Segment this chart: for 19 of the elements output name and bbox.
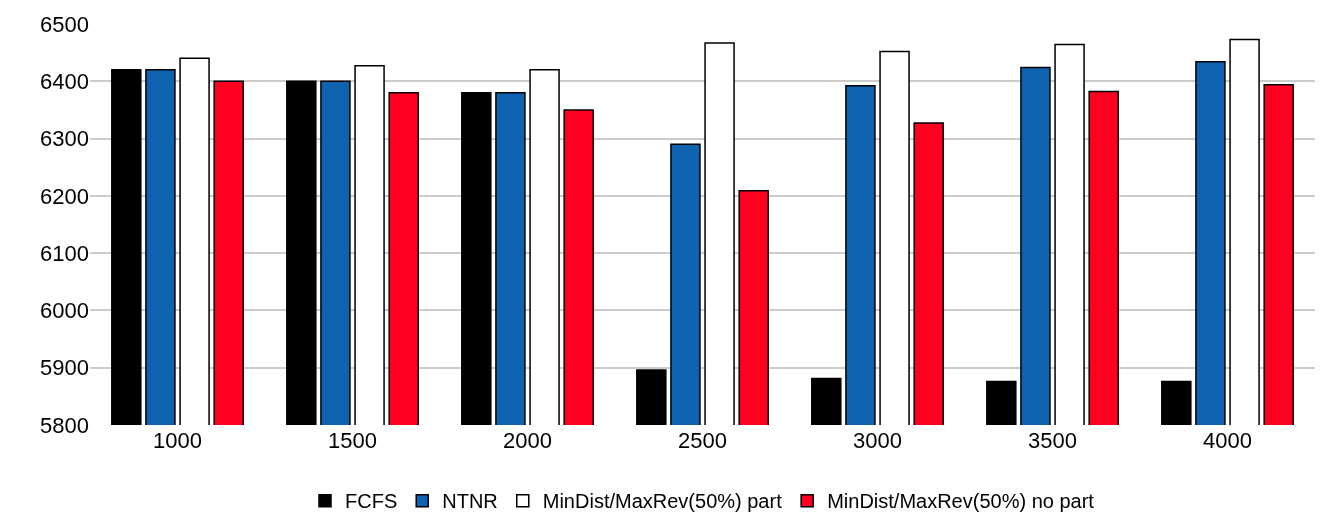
x-tick-label: 4000 (1203, 428, 1252, 453)
legend-label: MinDist/MaxRev(50%) no part (827, 490, 1095, 513)
y-tick-label: 6500 (40, 11, 89, 37)
x-tick-label: 2500 (678, 428, 727, 453)
y-tick-label: 6000 (40, 298, 89, 324)
x-tick-label: 1000 (153, 428, 202, 453)
x-tick-label: 3000 (853, 428, 902, 453)
x-tick-label: 3500 (1028, 428, 1077, 453)
legend-label: MinDist/MaxRev(50%) part (542, 490, 783, 513)
y-tick-label: 6300 (40, 126, 89, 152)
legend-label: NTNR (442, 490, 498, 513)
x-tick-label: 2000 (503, 428, 552, 453)
y-tick-label: 6100 (40, 240, 89, 266)
y-tick-label: 5900 (40, 355, 89, 381)
y-tick-label: 6400 (40, 68, 89, 94)
y-tick-label: 6200 (40, 183, 89, 209)
x-tick-label: 1500 (328, 428, 377, 453)
legend-label: FCFS (345, 490, 398, 513)
y-tick-label: 5800 (40, 412, 89, 438)
